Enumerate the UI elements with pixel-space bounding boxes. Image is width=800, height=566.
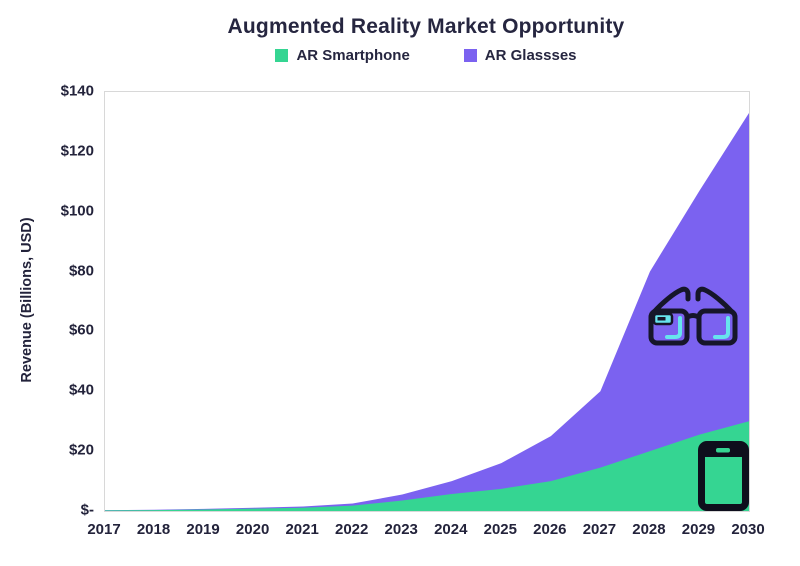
x-tick-2026: 2026 xyxy=(533,521,567,538)
glasses-left-highlight xyxy=(665,316,682,339)
glasses-left-lens xyxy=(648,308,690,346)
ar-smartphone-area xyxy=(105,421,749,511)
x-tick-2017: 2017 xyxy=(87,521,121,538)
x-tick-2028: 2028 xyxy=(632,521,666,538)
y-axis-title: Revenue (Billions, USD) xyxy=(19,217,35,383)
glasses-right-temple xyxy=(695,286,735,315)
x-tick-2027: 2027 xyxy=(582,521,617,538)
x-tick-2020: 2020 xyxy=(235,521,270,538)
phone-speaker xyxy=(716,448,730,453)
y-tick-80: $80 xyxy=(68,262,94,280)
x-tick-2030: 2030 xyxy=(731,521,765,538)
y-tick-20: $20 xyxy=(68,441,94,459)
legend: AR Smartphone AR Glassses xyxy=(104,47,748,64)
y-tick-60: $60 xyxy=(68,321,94,339)
glasses-right-highlight xyxy=(713,316,730,339)
x-tick-2019: 2019 xyxy=(186,521,220,538)
glasses-right-lens xyxy=(696,308,738,346)
legend-swatch-0 xyxy=(275,49,289,62)
y-tick-100: $100 xyxy=(60,202,94,220)
x-tick-2024: 2024 xyxy=(434,521,468,538)
x-tick-2018: 2018 xyxy=(136,521,171,538)
legend-item-0: AR Smartphone xyxy=(275,47,410,64)
plot-area xyxy=(104,91,750,512)
ar-glasses-area xyxy=(105,112,749,511)
y-tick-0: $- xyxy=(80,501,94,519)
x-tick-2021: 2021 xyxy=(285,521,319,538)
smartphone-icon xyxy=(698,441,749,511)
phone-frame xyxy=(698,441,749,511)
glasses-left-temple xyxy=(651,286,691,315)
glasses-camera-dash xyxy=(657,317,666,321)
legend-item-1: AR Glassses xyxy=(463,47,577,64)
ar-glasses-icon xyxy=(647,281,739,349)
legend-swatch-1 xyxy=(463,49,477,62)
y-tick-40: $40 xyxy=(68,381,94,399)
y-tick-120: $120 xyxy=(60,142,94,160)
area-chart-svg xyxy=(105,112,749,511)
x-tick-2025: 2025 xyxy=(483,521,517,538)
legend-label-1: AR Glassses xyxy=(484,47,577,64)
x-tick-2022: 2022 xyxy=(335,521,369,538)
x-tick-2023: 2023 xyxy=(384,521,418,538)
x-tick-2029: 2029 xyxy=(681,521,716,538)
y-tick-140: $140 xyxy=(60,82,94,100)
chart-title: Augmented Reality Market Opportunity xyxy=(227,15,625,38)
legend-label-0: AR Smartphone xyxy=(296,47,410,64)
